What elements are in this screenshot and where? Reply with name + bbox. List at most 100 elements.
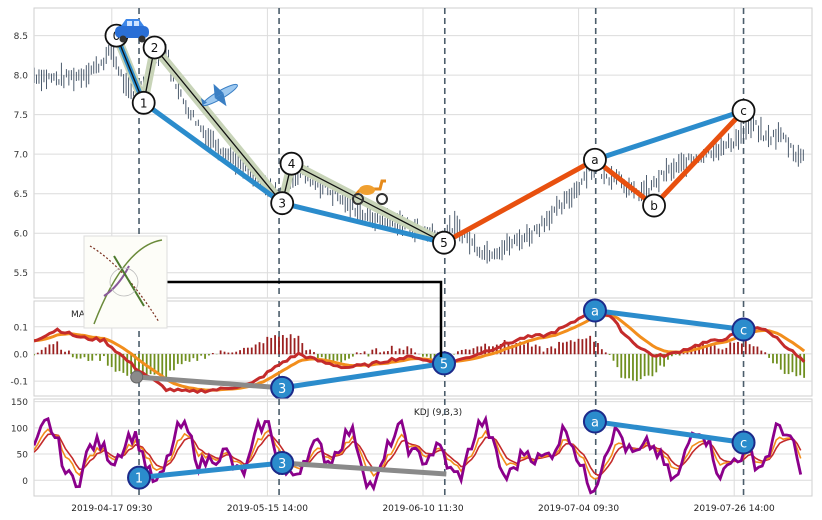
macd-hist-bar [744, 340, 747, 355]
kdj-wave-lines [138, 419, 744, 481]
macd-hist-bar [270, 337, 273, 355]
macd-hist-bar [176, 353, 179, 364]
macd-hist-bar [348, 353, 350, 359]
wave-point-label: b [650, 199, 658, 213]
y-tick-label: 50 [17, 451, 29, 461]
macd-hist-bar [581, 339, 584, 355]
macd-hist-bar [768, 353, 771, 358]
macd-hist-bar [729, 342, 732, 355]
x-tick-label: 2019-06-10 11:30 [382, 504, 463, 514]
y-tick-label: -0.1 [10, 378, 28, 388]
macd-hist-bar [457, 351, 459, 355]
macd-hist-bar [99, 353, 101, 361]
macd-hist-bar [95, 353, 98, 356]
macd-hist-bar [355, 352, 358, 355]
macd-hist-bar [538, 346, 541, 355]
macd-hist-bar [472, 348, 475, 355]
macd-hist-bar [659, 353, 662, 366]
macd-wave-marker [731, 317, 756, 342]
macd-hist-bar [655, 353, 658, 373]
macd-hist-bar [573, 341, 576, 355]
kdj-wave-marker [731, 430, 756, 455]
macd-hist-bar [71, 353, 74, 358]
macd-hist-bar [56, 341, 59, 355]
macd-hist-bar [363, 351, 366, 355]
macd-hist-bar [425, 353, 428, 357]
macd-hist-bar [406, 346, 409, 355]
x-tick-label: 2019-07-26 14:00 [694, 504, 775, 514]
kdj-wave-label: a [591, 416, 599, 431]
macd-hist-bar [612, 353, 615, 361]
kdj-wave-ac [594, 419, 744, 445]
macd-hist-bar [772, 353, 774, 364]
macd-dif-line [34, 309, 806, 394]
macd-hist-bar [390, 345, 393, 355]
wave-point-label: 1 [140, 96, 148, 110]
connector-line [150, 280, 443, 357]
macd-hist-bar [756, 346, 759, 355]
macd-wave-start-marker [130, 370, 144, 384]
macd-hist-bar [293, 338, 296, 355]
y-tick-label: 100 [11, 424, 28, 434]
macd-hist-bar [278, 336, 280, 355]
macd-hist-bar [787, 353, 790, 375]
x-tick-label: 2019-05-15 14:00 [227, 504, 308, 514]
macd-hist-bar [173, 353, 175, 371]
y-tick-label: 6.0 [14, 230, 29, 240]
kdj-j-line [34, 414, 803, 495]
macd-hist-bar [562, 342, 564, 355]
macd-hist-bar [40, 349, 43, 355]
plant-sketch-icon [83, 235, 168, 329]
macd-hist-bar [64, 351, 66, 355]
macd-hist-bar [219, 350, 222, 355]
y-tick-label: 7.0 [14, 151, 29, 161]
macd-hist-bar [383, 351, 385, 355]
macd-hist-bar [402, 349, 405, 355]
macd-hist-bar [192, 353, 195, 359]
macd-hist-bar [511, 345, 514, 355]
macd-hist-bar [663, 353, 665, 367]
macd-hist-bar [569, 340, 572, 355]
macd-hist-bar [48, 344, 51, 355]
scooter-icon [352, 179, 388, 205]
kdj-wave-label: c [740, 437, 747, 452]
macd-hist-bar [647, 353, 650, 376]
macd-hist-bar [118, 353, 121, 372]
y-tick-label: 0 [22, 477, 28, 487]
macd-hist-bar [651, 353, 654, 377]
y-tick-label: 8.0 [14, 72, 29, 82]
macd-hist-bar [153, 353, 156, 375]
kdj-grid [34, 399, 812, 496]
macd-hist-bar [534, 344, 537, 355]
kdj-y-ticks: 0 50 100 150 [11, 398, 28, 487]
macd-hist-bar [188, 353, 191, 362]
macd-hist-bar [316, 353, 319, 358]
macd-hist-bar [324, 353, 327, 361]
macd-hist-bar [476, 346, 479, 355]
macd-hist-bar [725, 347, 728, 355]
macd-hist-bar [254, 344, 257, 355]
macd-hist-bar [593, 341, 595, 355]
macd-hist-bar [103, 353, 105, 357]
macd-wave-impulse [281, 360, 445, 391]
macd-hist-bar [674, 353, 677, 355]
macd-hist-bar [149, 353, 152, 375]
macd-hist-bar [227, 352, 230, 355]
macd-hist-bar [624, 353, 627, 379]
macd-hist-bar [165, 353, 168, 379]
y-tick-label: 8.5 [14, 32, 28, 42]
macd-wave-label: a [591, 305, 599, 320]
macd-hist-bar [737, 341, 739, 355]
macd-hist-bar [597, 343, 599, 355]
macd-hist-bar [410, 348, 413, 355]
wave-point-label: a [591, 153, 598, 167]
macd-hist-bar [52, 344, 55, 355]
macd-hist-bar [589, 335, 592, 355]
macd-hist-bar [635, 353, 638, 382]
kdj-wave-impulse [138, 460, 283, 481]
macd-hist-bar [184, 353, 187, 361]
macd-hist-bar [550, 346, 553, 355]
macd-hist-bar [702, 343, 704, 355]
wave-point-marker [731, 98, 756, 123]
macd-hist-bar [379, 352, 382, 355]
